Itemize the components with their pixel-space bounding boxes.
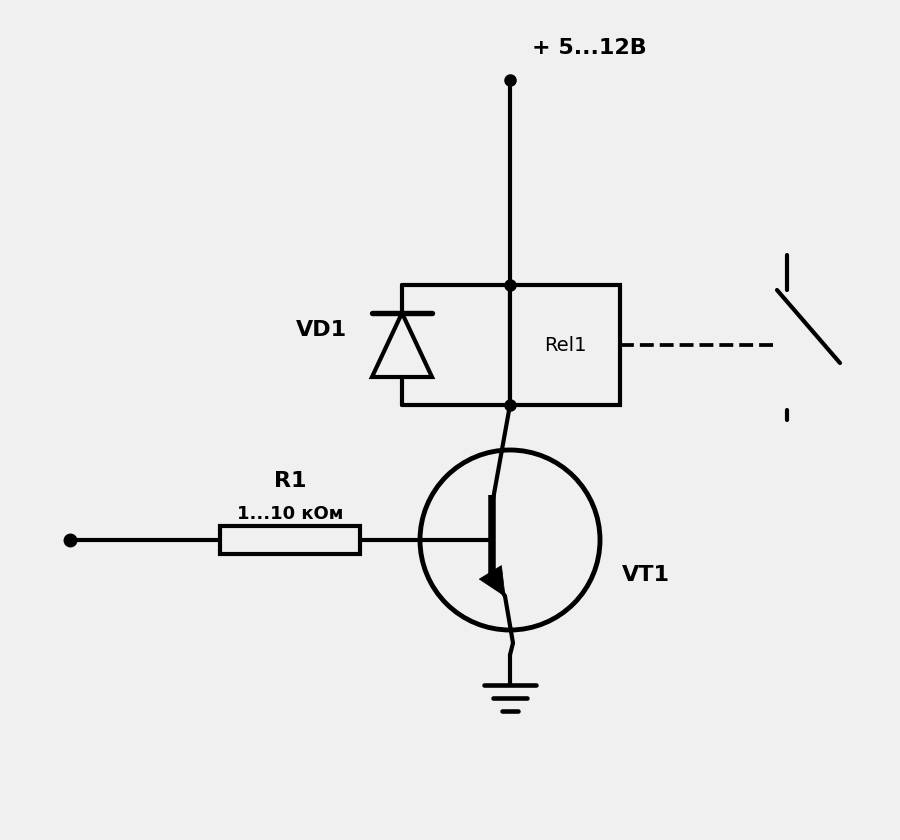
Text: VD1: VD1 <box>296 320 347 340</box>
Bar <box>220 526 360 554</box>
Text: R1: R1 <box>274 471 306 491</box>
Text: + 5...12В: + 5...12В <box>532 38 647 58</box>
Polygon shape <box>480 565 505 596</box>
Bar <box>510 285 620 405</box>
Text: VT1: VT1 <box>622 565 670 585</box>
Text: 1...10 кОм: 1...10 кОм <box>237 505 343 523</box>
Text: Rel1: Rel1 <box>544 335 586 354</box>
